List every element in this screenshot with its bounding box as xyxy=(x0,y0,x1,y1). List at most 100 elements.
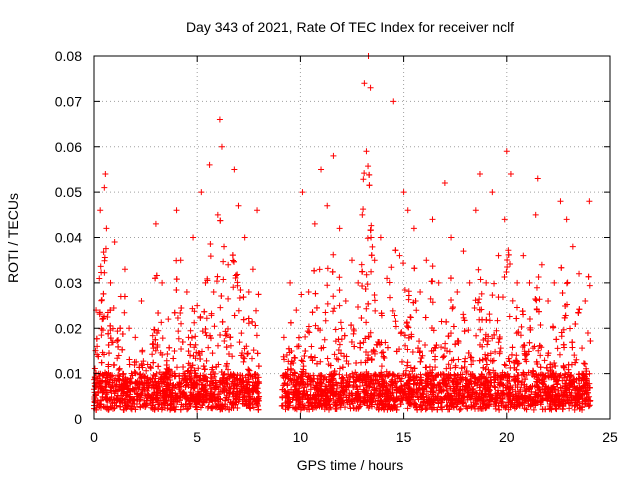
data-point xyxy=(92,383,99,390)
data-point xyxy=(586,370,593,377)
data-point xyxy=(397,393,404,400)
data-point xyxy=(323,376,330,383)
data-point xyxy=(505,251,512,258)
data-point xyxy=(569,397,576,404)
data-point xyxy=(322,309,329,316)
data-point xyxy=(236,295,243,302)
data-point xyxy=(433,372,440,379)
data-point xyxy=(509,397,516,404)
data-point xyxy=(482,366,489,373)
data-point xyxy=(369,401,376,408)
data-point xyxy=(572,359,579,366)
data-point xyxy=(513,304,520,311)
data-point xyxy=(330,152,337,159)
data-point xyxy=(396,375,403,382)
data-point xyxy=(371,292,378,299)
data-point xyxy=(116,373,123,380)
data-point xyxy=(161,388,168,395)
data-point xyxy=(342,404,349,411)
data-point xyxy=(384,275,391,282)
data-point xyxy=(415,394,422,401)
data-point xyxy=(102,170,109,177)
data-point xyxy=(563,380,570,387)
data-point xyxy=(368,268,375,275)
data-point xyxy=(109,379,116,386)
data-point xyxy=(470,385,477,392)
data-point xyxy=(170,355,177,362)
data-point xyxy=(443,383,450,390)
data-point xyxy=(188,384,195,391)
data-point xyxy=(352,377,359,384)
data-point xyxy=(115,352,122,359)
data-point xyxy=(375,406,382,413)
data-point xyxy=(424,375,431,382)
data-point xyxy=(119,346,126,353)
data-point xyxy=(343,372,350,379)
data-point xyxy=(324,202,331,209)
data-point xyxy=(138,298,145,305)
data-point xyxy=(384,372,391,379)
data-point xyxy=(237,389,244,396)
data-point xyxy=(387,294,394,301)
data-point xyxy=(220,384,227,391)
data-point xyxy=(166,386,173,393)
data-point xyxy=(446,392,453,399)
data-point xyxy=(238,383,245,390)
data-point xyxy=(124,398,131,405)
data-point xyxy=(404,405,411,412)
data-point xyxy=(149,332,156,339)
data-point xyxy=(222,332,229,339)
data-point xyxy=(405,399,412,406)
data-point xyxy=(390,98,397,105)
data-point xyxy=(562,385,569,392)
data-point xyxy=(209,380,216,387)
data-point xyxy=(195,365,202,372)
data-point xyxy=(370,347,377,354)
data-point xyxy=(585,273,592,280)
data-point xyxy=(337,402,344,409)
data-point xyxy=(218,405,225,412)
data-point xyxy=(241,234,248,241)
data-point xyxy=(357,340,364,347)
data-point xyxy=(379,391,386,398)
data-point xyxy=(111,405,118,412)
data-point xyxy=(330,251,337,258)
data-point xyxy=(393,348,400,355)
data-point xyxy=(507,260,514,267)
data-point xyxy=(511,403,518,410)
data-point xyxy=(340,397,347,404)
data-point xyxy=(235,398,242,405)
data-point xyxy=(298,368,305,375)
data-point xyxy=(371,297,378,304)
data-point xyxy=(211,384,218,391)
data-point xyxy=(207,335,214,342)
data-point xyxy=(438,344,445,351)
data-point xyxy=(430,377,437,384)
data-point xyxy=(322,317,329,324)
data-point xyxy=(573,356,580,363)
data-point xyxy=(360,386,367,393)
data-point xyxy=(105,342,112,349)
data-point xyxy=(97,397,104,404)
data-point xyxy=(226,373,233,380)
data-point xyxy=(246,367,253,374)
data-point xyxy=(218,368,225,375)
data-point xyxy=(533,297,540,304)
data-point xyxy=(500,374,507,381)
data-point xyxy=(356,403,363,410)
data-point xyxy=(384,389,391,396)
data-point xyxy=(152,373,159,380)
data-point xyxy=(389,405,396,412)
data-point xyxy=(185,398,192,405)
data-point xyxy=(449,379,456,386)
data-point xyxy=(346,381,353,388)
data-point xyxy=(228,380,235,387)
data-point xyxy=(281,356,288,363)
data-point xyxy=(473,332,480,339)
data-point xyxy=(426,363,433,370)
data-point xyxy=(503,403,510,410)
data-point xyxy=(176,380,183,387)
data-point xyxy=(173,393,180,400)
data-point xyxy=(101,387,108,394)
data-point xyxy=(375,380,382,387)
